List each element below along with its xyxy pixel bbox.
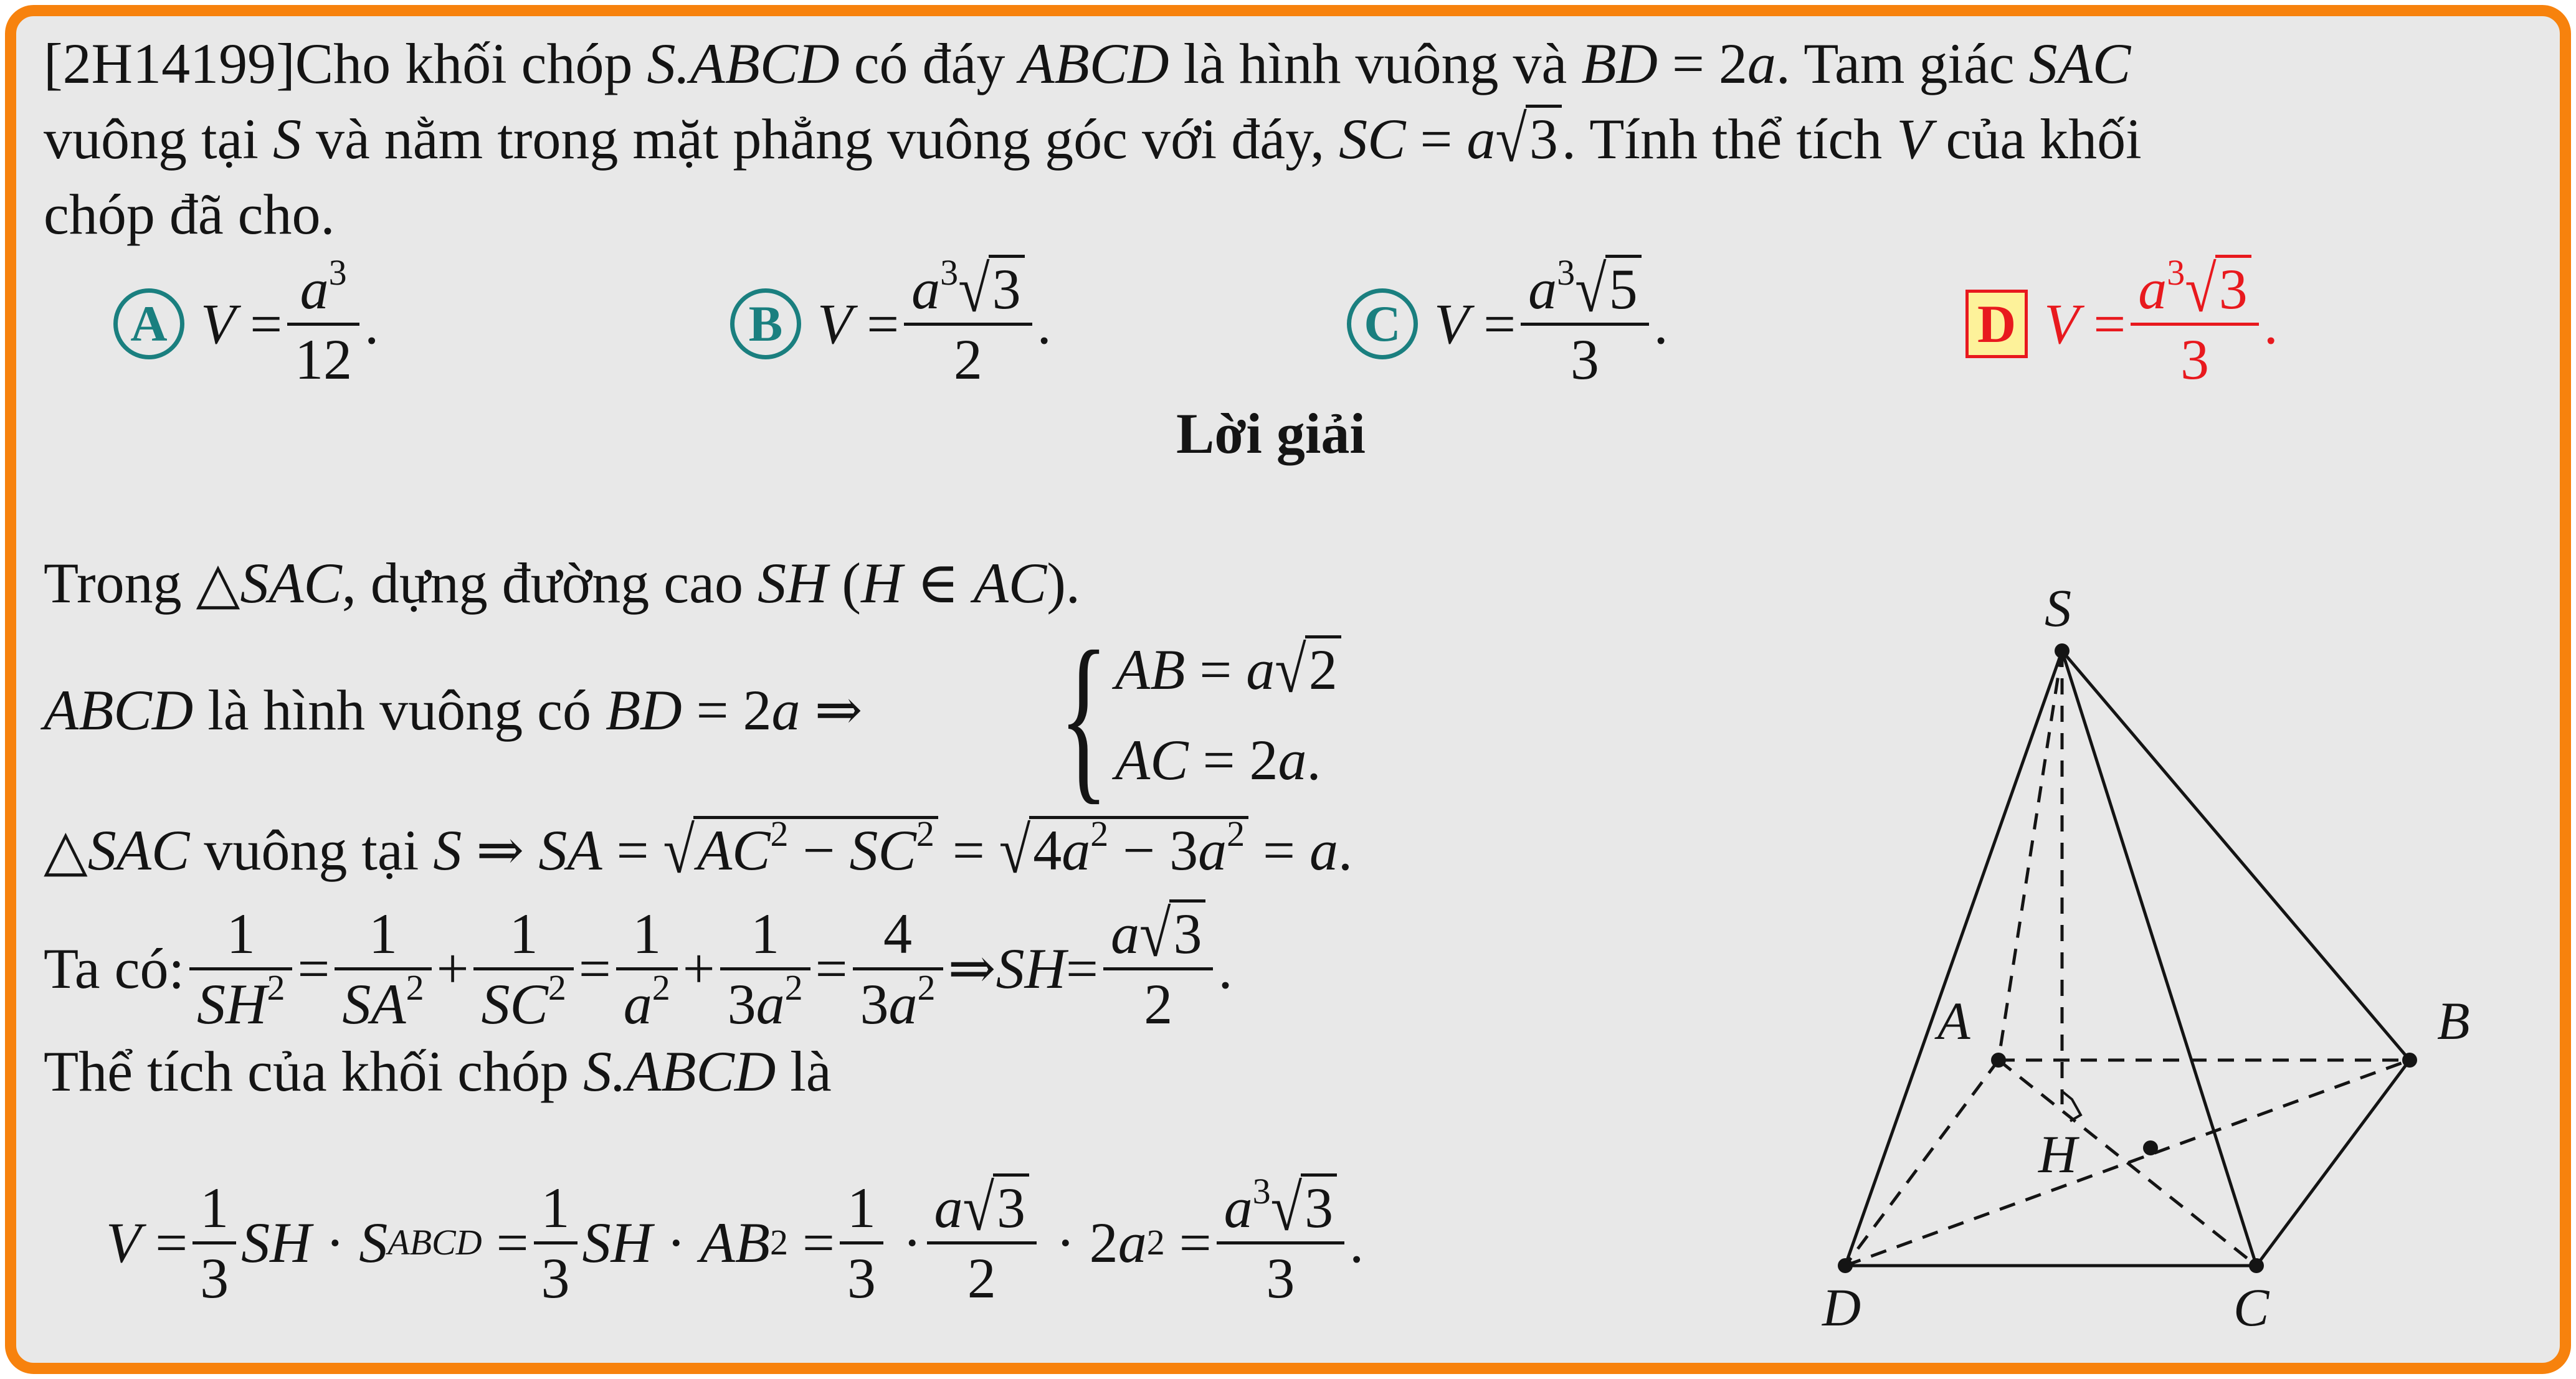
label-c: C (2233, 1277, 2270, 1337)
option-c[interactable]: C V = a3√5 3. (1347, 249, 1668, 399)
option-b-marker: B (730, 288, 801, 359)
option-d-fraction: a3√3 3 (2131, 252, 2259, 393)
edge-ad (1843, 1059, 2000, 1267)
case-brace: { (1059, 613, 1109, 820)
label-b: B (2437, 991, 2470, 1051)
edge-sc (2060, 650, 2258, 1266)
right-angle-mark (2061, 1090, 2083, 1122)
point-b (2402, 1053, 2417, 1068)
option-b[interactable]: B V = a3√3 2. (730, 249, 1052, 399)
option-a-marker: A (113, 288, 184, 359)
edge-sd (1843, 650, 2064, 1266)
problem-card (5, 5, 2571, 1374)
edge-cb (2255, 1059, 2412, 1267)
point-s (2055, 643, 2070, 658)
point-o (2143, 1140, 2158, 1155)
solution-step-2: ABCD là hình vuông có BD = 2a ⇒ (44, 678, 863, 742)
label-s: S (2045, 578, 2071, 638)
point-a (1991, 1053, 2006, 1068)
solution-step-3: △SAC vuông tại S ⇒ SA = √AC2 − SC2 = √4a… (44, 813, 1352, 887)
diag-ac (1997, 1059, 2258, 1267)
case-ac: AC = 2a. (1115, 728, 1321, 792)
option-b-fraction: a3√3 2 (904, 252, 1032, 393)
question-line-3: chóp đã cho. (44, 182, 335, 246)
solution-step-1: Trong △SAC, dựng đường cao SH (H ∈ AC). (44, 551, 1080, 615)
option-c-marker: C (1347, 288, 1418, 359)
option-a-fraction: a3 12 (287, 254, 360, 393)
point-c (2249, 1258, 2264, 1273)
label-d: D (1822, 1277, 1861, 1337)
point-d (1838, 1258, 1853, 1273)
option-d-marker: D (1965, 290, 2028, 358)
edge-sa (1997, 650, 2064, 1061)
label-a: A (1934, 991, 1970, 1051)
solution-step-5: Thể tích của khối chóp S.ABCD là (44, 1040, 832, 1103)
option-c-fraction: a3√5 3 (1521, 252, 1649, 393)
option-a[interactable]: A V = a3 12. (113, 249, 379, 399)
solution-step-4: Ta có: 1 SH2 = 1 SA2 + 1 SC2 = 1 a2 + 1 3a2 =… (44, 897, 1233, 1036)
case-ab: AB = a√2 (1115, 632, 1341, 707)
question-line-1: [2H14199]Cho khối chóp S.ABCD có đáy ABC… (44, 32, 2131, 95)
solution-heading: Lời giải (1176, 402, 1366, 465)
edge-sb (2061, 650, 2411, 1061)
option-d-correct[interactable]: D V = a3√3 3. (1965, 249, 2278, 399)
label-h: H (2038, 1124, 2079, 1184)
diag-bd (1845, 1058, 2410, 1268)
question-code: [2H14199] (44, 32, 295, 95)
question-line-2: vuông tại S và nằm trong mặt phẳng vuông… (44, 102, 2142, 176)
